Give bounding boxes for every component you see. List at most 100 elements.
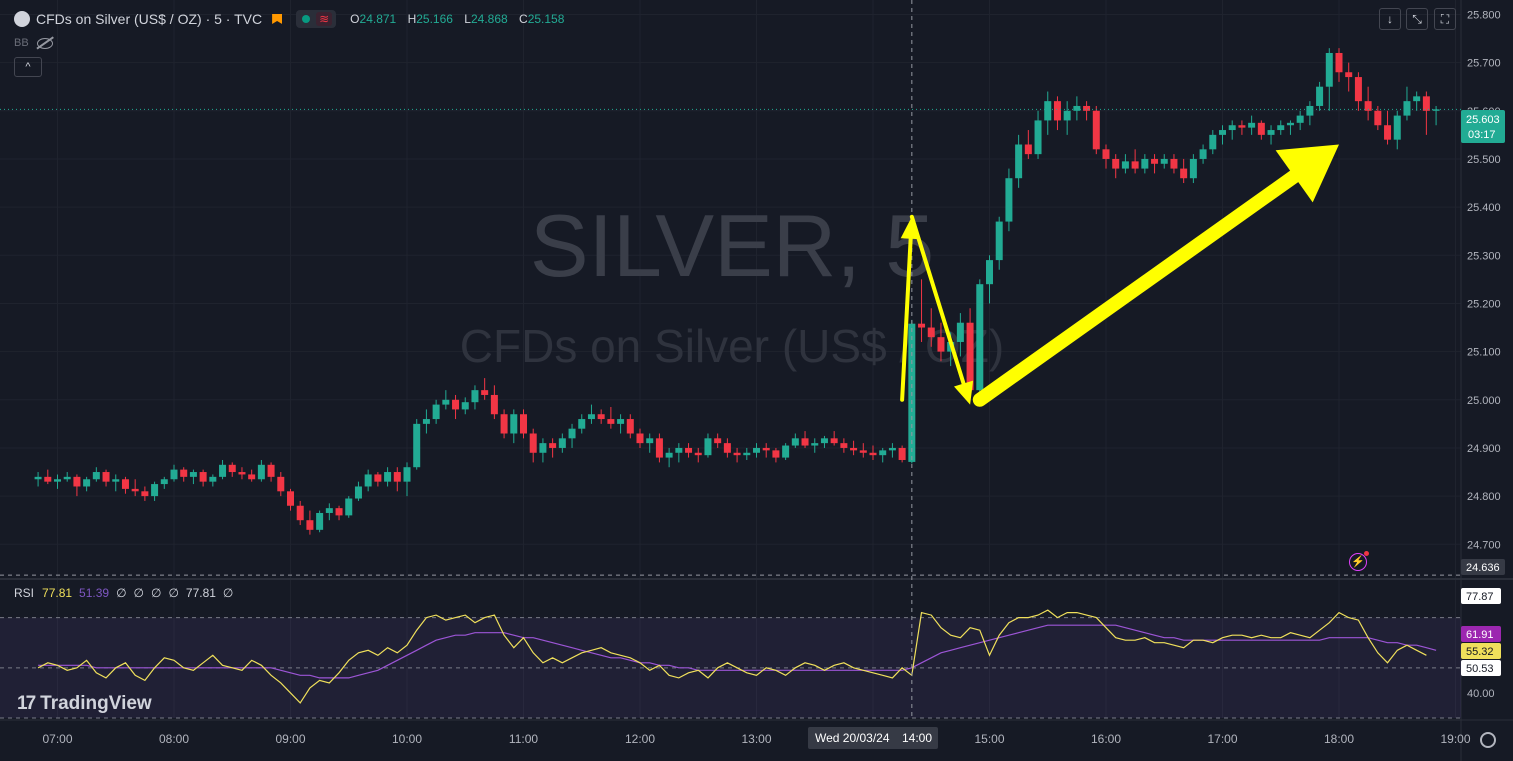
candle-body bbox=[306, 520, 314, 530]
candle-body bbox=[694, 452, 702, 456]
market-status-pill[interactable]: ≋ bbox=[296, 10, 337, 28]
candle-body bbox=[151, 484, 159, 497]
candle-body bbox=[1413, 96, 1421, 102]
price-tick-label: 25.800 bbox=[1467, 9, 1501, 21]
favorite-flag-icon[interactable] bbox=[272, 14, 283, 24]
rsi-value-text: 77.87 bbox=[1466, 591, 1494, 603]
close-value: 25.158 bbox=[527, 12, 565, 26]
candle-body bbox=[1267, 130, 1275, 135]
candle-body bbox=[209, 476, 217, 482]
candle-body bbox=[1015, 144, 1023, 179]
candle-body bbox=[850, 447, 858, 451]
candle-body bbox=[481, 390, 489, 395]
candle-body bbox=[1063, 110, 1071, 121]
candle-body bbox=[539, 443, 547, 453]
time-axis[interactable]: 07:00 08:00 09:00 10:00 11:00 12:00 13:00 14:00… bbox=[42, 732, 1513, 746]
candle-body bbox=[296, 505, 304, 521]
axis-badges: 25.603 03:17 24.636 77.87 61.91 55.32 50… bbox=[808, 110, 1505, 749]
candle-body bbox=[937, 337, 945, 352]
candle-body bbox=[121, 479, 129, 489]
price-tick-label: 24.700 bbox=[1467, 539, 1501, 551]
open-label: O bbox=[350, 12, 360, 26]
rsi-legend[interactable]: RSI 77.81 51.39 ∅ ∅ ∅ ∅ 77.81 ∅ bbox=[14, 586, 240, 600]
candle-body bbox=[1121, 161, 1129, 169]
candle-body bbox=[1393, 115, 1401, 140]
candle-body bbox=[83, 479, 91, 487]
maximize-pane-button[interactable]: ⤡ bbox=[1406, 8, 1428, 30]
restore-pane-button[interactable]: ⛶ bbox=[1434, 8, 1456, 30]
candle-body bbox=[617, 419, 625, 424]
candle-body bbox=[219, 464, 227, 477]
candle-body bbox=[160, 479, 168, 485]
candle-body bbox=[1432, 109, 1440, 111]
candle-body bbox=[753, 447, 760, 453]
tradingview-logo[interactable]: 17 TradingView bbox=[17, 693, 152, 715]
candle-body bbox=[452, 399, 460, 410]
rsi-tick-label: 40.00 bbox=[1467, 688, 1495, 700]
time-tick-label: 18:00 bbox=[1324, 732, 1354, 746]
flash-alert-icon[interactable]: ⚡ bbox=[1349, 551, 1369, 571]
candle-body bbox=[54, 479, 61, 482]
collapse-legend-button[interactable]: ^ bbox=[14, 57, 42, 77]
bb-indicator[interactable]: BB bbox=[14, 37, 53, 49]
last-price-badge bbox=[1461, 110, 1505, 143]
candle-body bbox=[665, 452, 673, 458]
candle-body bbox=[529, 433, 537, 453]
candle-body bbox=[257, 464, 265, 480]
time-tick-label: 16:00 bbox=[1091, 732, 1121, 746]
watermark-symbol: SILVER, 5 bbox=[530, 196, 934, 295]
crosshair bbox=[0, 0, 1461, 720]
time-tick-label: 08:00 bbox=[159, 732, 189, 746]
price-tick-label: 25.200 bbox=[1467, 298, 1501, 310]
silver-logo-icon bbox=[14, 11, 30, 27]
candle-body bbox=[772, 450, 780, 458]
candle-body bbox=[442, 399, 450, 405]
price-tick-label: 25.400 bbox=[1467, 202, 1501, 214]
candle-body bbox=[500, 414, 508, 434]
time-tick-label: 13:00 bbox=[741, 732, 771, 746]
candle-body bbox=[63, 476, 71, 480]
scroll-down-button[interactable]: ↓ bbox=[1379, 8, 1401, 30]
candle-body bbox=[1102, 149, 1110, 159]
annotation-arrow-shaft bbox=[909, 214, 966, 386]
candle-body bbox=[1151, 158, 1159, 164]
candle-body bbox=[587, 414, 595, 420]
candle-body bbox=[1092, 110, 1100, 150]
candle-body bbox=[471, 390, 479, 403]
candle-body bbox=[1219, 130, 1226, 135]
candle-body bbox=[1403, 101, 1411, 116]
candle-body bbox=[393, 472, 401, 482]
candle-body bbox=[888, 447, 896, 451]
crosshair-price-badge bbox=[1461, 559, 1505, 575]
candle-body bbox=[384, 472, 392, 482]
candle-body bbox=[1024, 144, 1032, 155]
candle-body bbox=[762, 447, 770, 451]
last-price-text: 25.603 bbox=[1466, 114, 1500, 126]
candle-body bbox=[782, 445, 790, 458]
rsi-upper-text: 61.91 bbox=[1466, 629, 1494, 641]
candle-body bbox=[549, 443, 557, 448]
candle-body bbox=[374, 474, 382, 482]
candle-body bbox=[607, 419, 615, 424]
candle-body bbox=[830, 438, 838, 444]
candle-body bbox=[1345, 72, 1353, 78]
candle-body bbox=[432, 404, 440, 420]
candle-body bbox=[422, 419, 430, 424]
candle-body bbox=[1131, 161, 1139, 169]
candle-body bbox=[966, 322, 974, 391]
time-tick-label: 12:00 bbox=[625, 732, 655, 746]
gear-icon[interactable] bbox=[1480, 732, 1496, 748]
hidden-eye-icon[interactable] bbox=[36, 37, 53, 49]
symbol-title[interactable]: CFDs on Silver (US$ / OZ) · 5 · TVC bbox=[36, 11, 263, 27]
wave-icon: ≋ bbox=[316, 12, 333, 26]
candles bbox=[0, 48, 1461, 535]
candle-body bbox=[403, 467, 411, 482]
candle-body bbox=[1296, 115, 1304, 123]
annotation-arrows bbox=[900, 144, 1339, 407]
tradingview-mark-icon: 17 bbox=[17, 693, 36, 714]
candle-body bbox=[986, 260, 993, 285]
candle-body bbox=[1005, 178, 1013, 222]
candle-body bbox=[791, 438, 799, 446]
